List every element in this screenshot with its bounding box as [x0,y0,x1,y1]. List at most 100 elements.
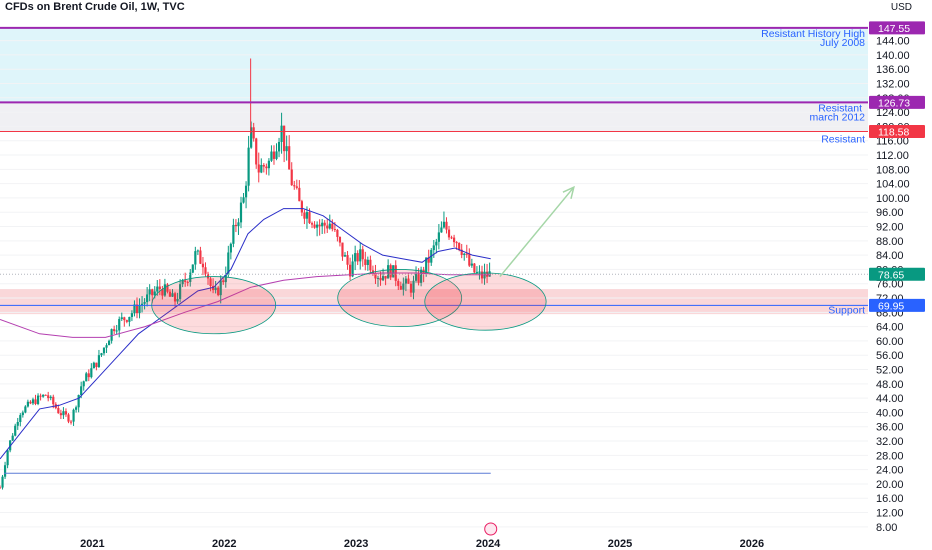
price-tick-label: 28.00 [876,450,904,462]
candle-body [140,303,144,306]
drawings [151,185,575,536]
candle-body [21,412,24,416]
price-tag-label: 118.58 [878,126,909,138]
candle-body [478,271,481,273]
candle-body [298,187,301,202]
candle-body [72,409,75,422]
candle-body [359,249,362,262]
highlight-ellipse [424,272,547,331]
candle-body [42,394,45,397]
candle-body [308,212,311,224]
candle-body [257,164,260,173]
price-tick-label: 52.00 [876,365,904,377]
candle-body [369,259,372,271]
highlight-ellipse [337,269,463,328]
candle-body [100,353,103,356]
candle-body [288,146,291,170]
candle-body [64,411,68,415]
candle-body [125,320,128,322]
price-tick-label: 116.00 [876,136,909,148]
level-annotation: march 2012 [810,111,866,123]
price-tick-label: 132.00 [876,79,910,91]
price-tag [869,21,925,35]
candle-body [135,304,139,314]
candle-body [331,223,334,230]
price-tick-label: 60.00 [876,336,904,348]
candle-body [217,287,220,296]
time-tick-label: 2026 [740,538,764,550]
candle-body [146,294,149,303]
candle-body [90,368,93,378]
candle-body [34,399,37,404]
chart-title: CFDs on Brent Crude Oil, 1W, TVC [5,1,185,13]
candle-body [115,330,118,332]
price-tick-label: 124.00 [876,107,910,119]
candle-body [161,289,164,296]
candle-body [265,166,268,169]
candle-body [280,125,283,142]
candle-body [348,264,352,277]
candle-body [460,249,463,255]
candle-body [44,394,47,396]
time-tick-label: 2025 [608,538,632,550]
candle-body [272,151,276,159]
candle-body [229,243,232,253]
currency-label[interactable]: USD [890,2,912,13]
candle-body [19,415,22,422]
candle-body [151,289,154,296]
price-tick-label: 12.00 [876,508,904,520]
candle-body [244,185,248,198]
highlight-ellipse [151,276,277,335]
candle-body [153,291,156,296]
candle-body [69,421,73,423]
candle-body [468,254,471,266]
candle-body [232,224,235,244]
price-tags: 147.55 126.73 118.58 78.65 69.95 [869,21,925,312]
candle-body [143,302,146,304]
candle-body [262,164,265,167]
candle-body [397,280,400,286]
candle-body [80,386,83,396]
candle-body [364,259,367,265]
price-tag-label: 69.95 [878,300,904,312]
candle-body [361,249,364,260]
price-tick-label: 136.00 [876,64,910,76]
candle-body [445,221,448,230]
candle-body [239,202,243,223]
candle-body [475,271,479,273]
arrow-head [562,185,575,200]
candle-body [252,127,255,139]
candle-body [376,277,380,279]
candle-body [328,223,331,229]
candle-body [179,284,182,299]
price-tick-label: 24.00 [876,465,904,477]
candle-body [458,242,461,250]
candle-body [6,450,9,466]
candle-body [321,222,324,227]
candle-body [384,276,387,279]
candle-body [168,291,172,297]
candle-body [432,245,435,251]
candle-body [242,197,245,203]
candle-body [409,283,413,293]
candle-body [407,278,410,284]
candle-body [452,237,456,243]
candle-body [184,280,187,282]
candle-body [75,407,78,410]
time-tick-label: 2024 [476,538,501,550]
candle-body [260,164,263,173]
candle-body [285,146,288,152]
candle-body [303,212,306,219]
candle-body [77,395,80,408]
candle-body [412,280,415,293]
level-annotation: Resistant History High [761,28,865,40]
price-tick-label: 108.00 [876,164,910,176]
price-tag [869,267,925,281]
candle-body [181,280,184,285]
candle-body [186,281,189,283]
projection-arrow [499,186,575,278]
time-axis[interactable]: 2021 2022 2023 2024 2025 2026 [80,538,764,550]
candle-body [440,227,443,233]
candle-body [283,125,286,152]
